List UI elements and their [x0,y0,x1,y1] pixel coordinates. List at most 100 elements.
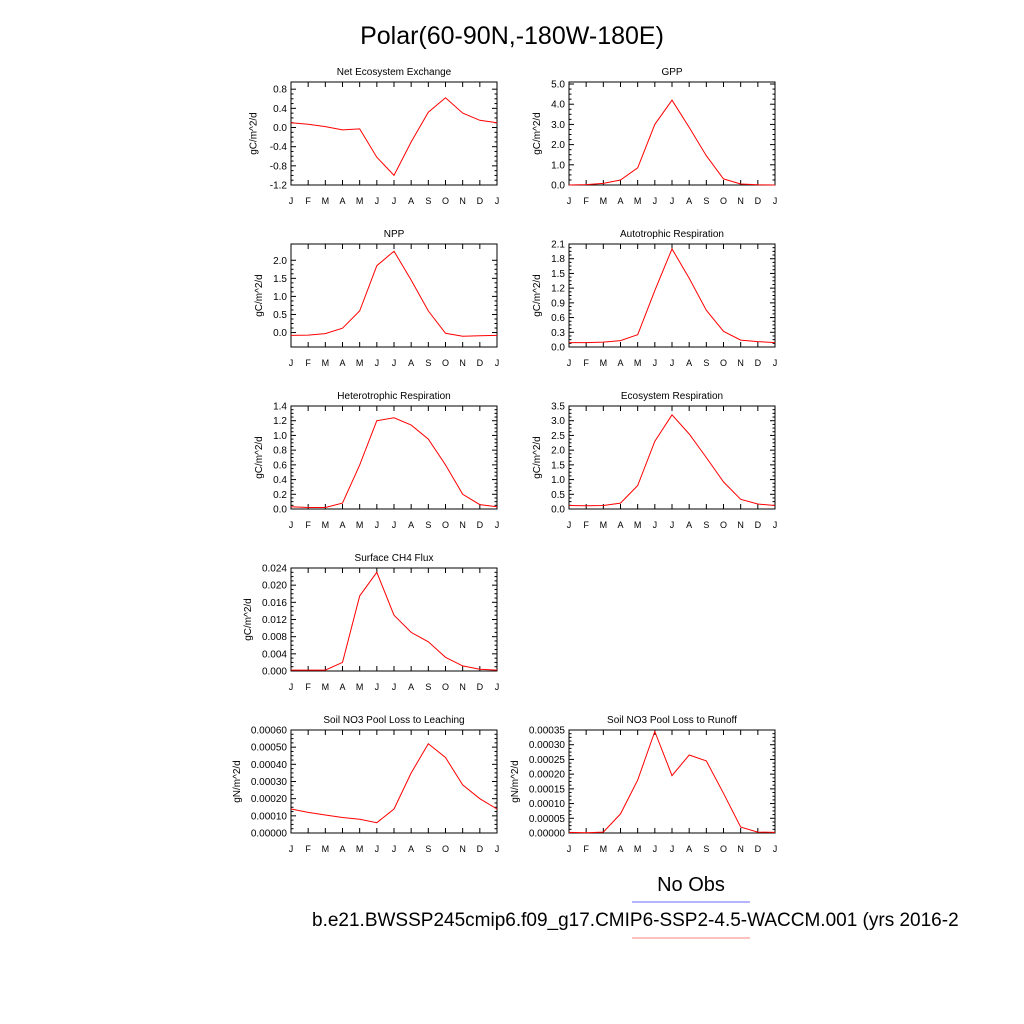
x-tick-label: A [408,358,414,368]
y-tick-label: 0.008 [262,632,287,643]
x-tick-label: F [305,520,311,530]
x-tick-label: J [567,844,572,854]
plot-frame [290,243,498,348]
x-tick-label: S [425,520,431,530]
plot-frame [568,81,776,186]
series-line-model [290,417,498,508]
plot-frame [568,729,776,834]
x-tick-label: N [459,358,466,368]
x-tick-label: O [720,358,727,368]
x-tick-label: J [567,358,572,368]
y-tick-label: 1.5 [273,274,287,285]
y-tick-label: 0.00015 [529,784,566,795]
x-tick-label: A [408,844,414,854]
x-tick-label: O [442,196,449,206]
x-tick-label: J [375,844,380,854]
y-tick-label: 0.0 [273,505,287,516]
y-tick-label: 0.4 [273,475,287,486]
y-axis-label: gC/m^2/d [532,112,543,155]
x-tick-label: J [670,196,675,206]
x-tick-label: F [583,358,589,368]
x-tick-label: M [356,196,364,206]
x-tick-label: O [442,682,449,692]
x-tick-label: D [477,844,484,854]
plot-frame [290,729,498,834]
plot-frame [568,243,776,348]
x-tick-label: J [289,844,294,854]
x-tick-label: M [634,358,642,368]
x-tick-label: J [653,358,658,368]
y-tick-label: 0.024 [262,564,287,575]
y-tick-label: 2.0 [551,140,565,151]
y-axis-label: gC/m^2/d [243,598,254,641]
y-tick-label: 0.00060 [251,726,288,737]
x-tick-label: D [755,196,762,206]
x-tick-label: S [703,358,709,368]
x-tick-label: J [773,196,778,206]
y-tick-label: -1.2 [270,181,288,192]
x-tick-label: D [477,520,484,530]
x-tick-label: O [720,196,727,206]
panel-0: Net Ecosystem Exchange -1.2 -0.8 -0.4 0.0 0.4… [249,67,500,206]
panel-title: Soil NO3 Pool Loss to Runoff [607,715,737,726]
panel-title: GPP [661,67,682,78]
y-tick-label: 0.6 [273,460,287,471]
y-tick-label: 2.0 [551,446,565,457]
x-tick-label: J [375,196,380,206]
x-tick-label: O [442,520,449,530]
x-tick-label: D [477,682,484,692]
x-tick-label: M [356,844,364,854]
y-tick-label: 0.00005 [529,814,566,825]
y-tick-label: 1.2 [551,284,565,295]
y-tick-label: 4.0 [551,100,565,111]
legend-label: No Obs [657,874,725,896]
x-tick-label: F [305,358,311,368]
x-tick-label: F [583,520,589,530]
y-tick-label: 0.0 [551,181,565,192]
x-tick-label: J [495,844,500,854]
y-tick-label: 0.5 [273,310,287,321]
x-tick-label: S [425,682,431,692]
panel-4: Heterotrophic Respiration 0.0 0.2 0.4 0.6 0.8… [254,391,499,530]
y-axis-label: gC/m^2/d [532,274,543,317]
y-tick-label: 1.0 [273,292,287,303]
x-tick-label: D [755,844,762,854]
x-tick-label: M [322,196,330,206]
y-tick-label: 3.0 [551,120,565,131]
series-line-model [290,97,498,177]
x-tick-label: J [392,358,397,368]
x-tick-label: M [322,682,330,692]
x-tick-label: M [356,682,364,692]
x-tick-label: J [670,520,675,530]
x-tick-label: M [356,520,364,530]
x-tick-label: N [459,682,466,692]
y-tick-label: 0.00030 [529,740,566,751]
plot-frame [568,405,776,510]
series-line-model [569,247,776,344]
x-tick-label: O [720,844,727,854]
series-line-model [568,413,776,507]
x-tick-label: F [583,844,589,854]
x-tick-label: A [686,196,692,206]
x-tick-label: D [477,358,484,368]
y-tick-label: 0.000 [262,667,287,678]
x-tick-label: J [773,520,778,530]
x-tick-label: F [305,682,311,692]
x-tick-label: J [567,196,572,206]
x-tick-label: J [670,844,675,854]
y-tick-label: 2.5 [551,431,565,442]
panel-5: Ecosystem Respiration 0.0 0.5 1.0 1.5 2.0 2.5 3… [532,391,777,530]
x-tick-label: A [617,196,623,206]
y-tick-label: 0.00010 [251,811,288,822]
series-line-model [568,730,776,834]
x-tick-label: F [305,844,311,854]
x-tick-label: S [425,844,431,854]
y-axis-label: gC/m^2/d [254,274,265,317]
y-axis-label: gN/m^2/d [510,760,521,803]
x-tick-label: J [375,682,380,692]
x-tick-label: D [755,358,762,368]
y-tick-label: 0.3 [551,328,565,339]
y-tick-label: 2.1 [551,240,565,251]
